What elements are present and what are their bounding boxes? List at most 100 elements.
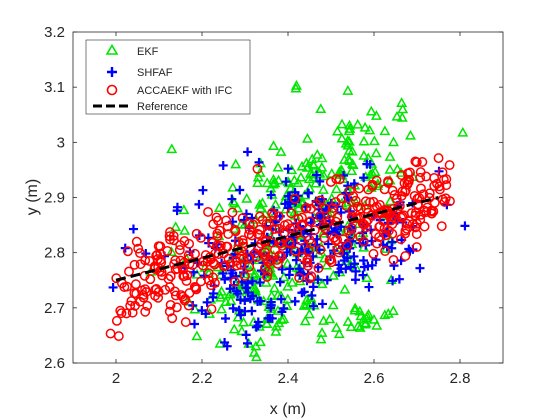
accaekf-point xyxy=(223,229,234,239)
ekf-point xyxy=(379,309,391,320)
x-tick-label: 2.8 xyxy=(450,370,471,387)
shfaf-point xyxy=(282,247,292,257)
ekf-point xyxy=(349,304,361,315)
accaekf-point xyxy=(429,180,440,191)
ekf-point xyxy=(252,177,264,188)
accaekf-point xyxy=(206,304,217,315)
shfaf-point xyxy=(277,264,287,274)
ekf-point xyxy=(270,198,281,209)
ekf-point xyxy=(343,144,355,155)
shfaf-point xyxy=(256,296,266,306)
ekf-point xyxy=(387,305,399,316)
shfaf-point xyxy=(349,179,359,189)
shfaf-point xyxy=(460,221,470,231)
ekf-point xyxy=(397,103,409,114)
legend-label-ekf: EKF xyxy=(137,46,159,58)
accaekf-point xyxy=(179,236,190,247)
accaekf-point xyxy=(437,167,448,178)
legend-entry-accaekf: ACCAEKF with IFC xyxy=(106,84,232,97)
ekf-point xyxy=(342,316,354,326)
y-tick-label: 2.6 xyxy=(44,355,65,372)
shfaf-point xyxy=(276,294,286,304)
shfaf-point xyxy=(349,251,359,261)
accaekf-point xyxy=(374,221,385,232)
shfaf-point xyxy=(194,230,204,240)
shfaf-point xyxy=(267,313,277,323)
ekf-point xyxy=(261,317,273,328)
ekf-point xyxy=(327,299,339,310)
accaekf-point xyxy=(190,248,200,259)
accaekf-point xyxy=(124,266,134,277)
y-tick-label: 3.1 xyxy=(44,79,65,96)
ekf-point xyxy=(370,147,382,158)
ekf-point xyxy=(391,110,403,121)
accaekf-point xyxy=(155,255,166,266)
accaekf-point xyxy=(289,193,300,204)
accaekf-point xyxy=(168,230,179,241)
shfaf-point xyxy=(339,248,349,258)
accaekf-point xyxy=(424,188,435,199)
accaekf-point xyxy=(372,238,383,249)
ekf-point xyxy=(191,330,203,341)
shfaf-point xyxy=(269,205,279,215)
ekf-point xyxy=(346,165,358,176)
accaekf-point xyxy=(208,257,219,268)
ekf-point xyxy=(307,158,319,169)
shfaf-point xyxy=(243,288,253,298)
accaekf-point xyxy=(445,196,455,207)
ekf-point xyxy=(301,294,313,305)
shfaf-point xyxy=(364,282,374,292)
accaekf-point xyxy=(305,203,316,214)
accaekf-point xyxy=(406,208,417,219)
shfaf-point xyxy=(283,164,293,174)
shfaf-point xyxy=(241,283,251,293)
ekf-point xyxy=(215,303,227,314)
accaekf-point xyxy=(397,211,408,222)
ekf-point xyxy=(349,302,361,313)
accaekf-point xyxy=(355,203,366,214)
accaekf-point xyxy=(324,215,335,225)
accaekf-point xyxy=(368,196,379,207)
accaekf-point xyxy=(315,244,326,255)
ekf-point xyxy=(365,105,377,116)
ekf-point xyxy=(224,288,236,299)
y-tick-label: 3 xyxy=(57,134,65,151)
ekf-point xyxy=(358,135,370,146)
accaekf-point xyxy=(180,317,191,328)
shfaf-point xyxy=(389,261,399,271)
legend-marker-plus xyxy=(107,67,117,77)
accaekf-point xyxy=(429,197,440,208)
accaekf-point xyxy=(177,291,188,302)
accaekf-point xyxy=(254,229,265,240)
shfaf-point xyxy=(231,286,241,296)
accaekf-point xyxy=(263,228,274,239)
shfaf-point xyxy=(234,305,244,315)
x-tick-label: 2.6 xyxy=(364,370,385,387)
ekf-point xyxy=(345,321,357,332)
shfaf-point xyxy=(247,306,257,316)
accaekf-point xyxy=(191,228,202,239)
ekf-point xyxy=(292,177,304,187)
ekf-point xyxy=(250,285,262,296)
accaekf-point xyxy=(135,296,146,307)
ekf-point xyxy=(286,276,298,287)
ekf-point xyxy=(332,125,343,136)
accaekf-point xyxy=(374,232,384,243)
accaekf-point xyxy=(394,201,405,211)
ekf-point xyxy=(371,320,383,330)
reference-line xyxy=(115,196,439,282)
accaekf-point xyxy=(439,196,450,207)
accaekf-point xyxy=(212,228,223,239)
ekf-point xyxy=(191,268,203,279)
reference-layer xyxy=(115,196,439,282)
ekf-point xyxy=(379,125,391,136)
ekf-point xyxy=(342,85,354,95)
ekf-point xyxy=(303,173,315,184)
accaekf-point xyxy=(129,259,140,270)
ekf-point xyxy=(336,118,348,129)
shfaf-point xyxy=(358,270,368,280)
accaekf-point xyxy=(227,207,238,218)
accaekf-point xyxy=(139,270,150,281)
accaekf-point xyxy=(196,276,206,287)
ekf-point xyxy=(343,153,355,164)
